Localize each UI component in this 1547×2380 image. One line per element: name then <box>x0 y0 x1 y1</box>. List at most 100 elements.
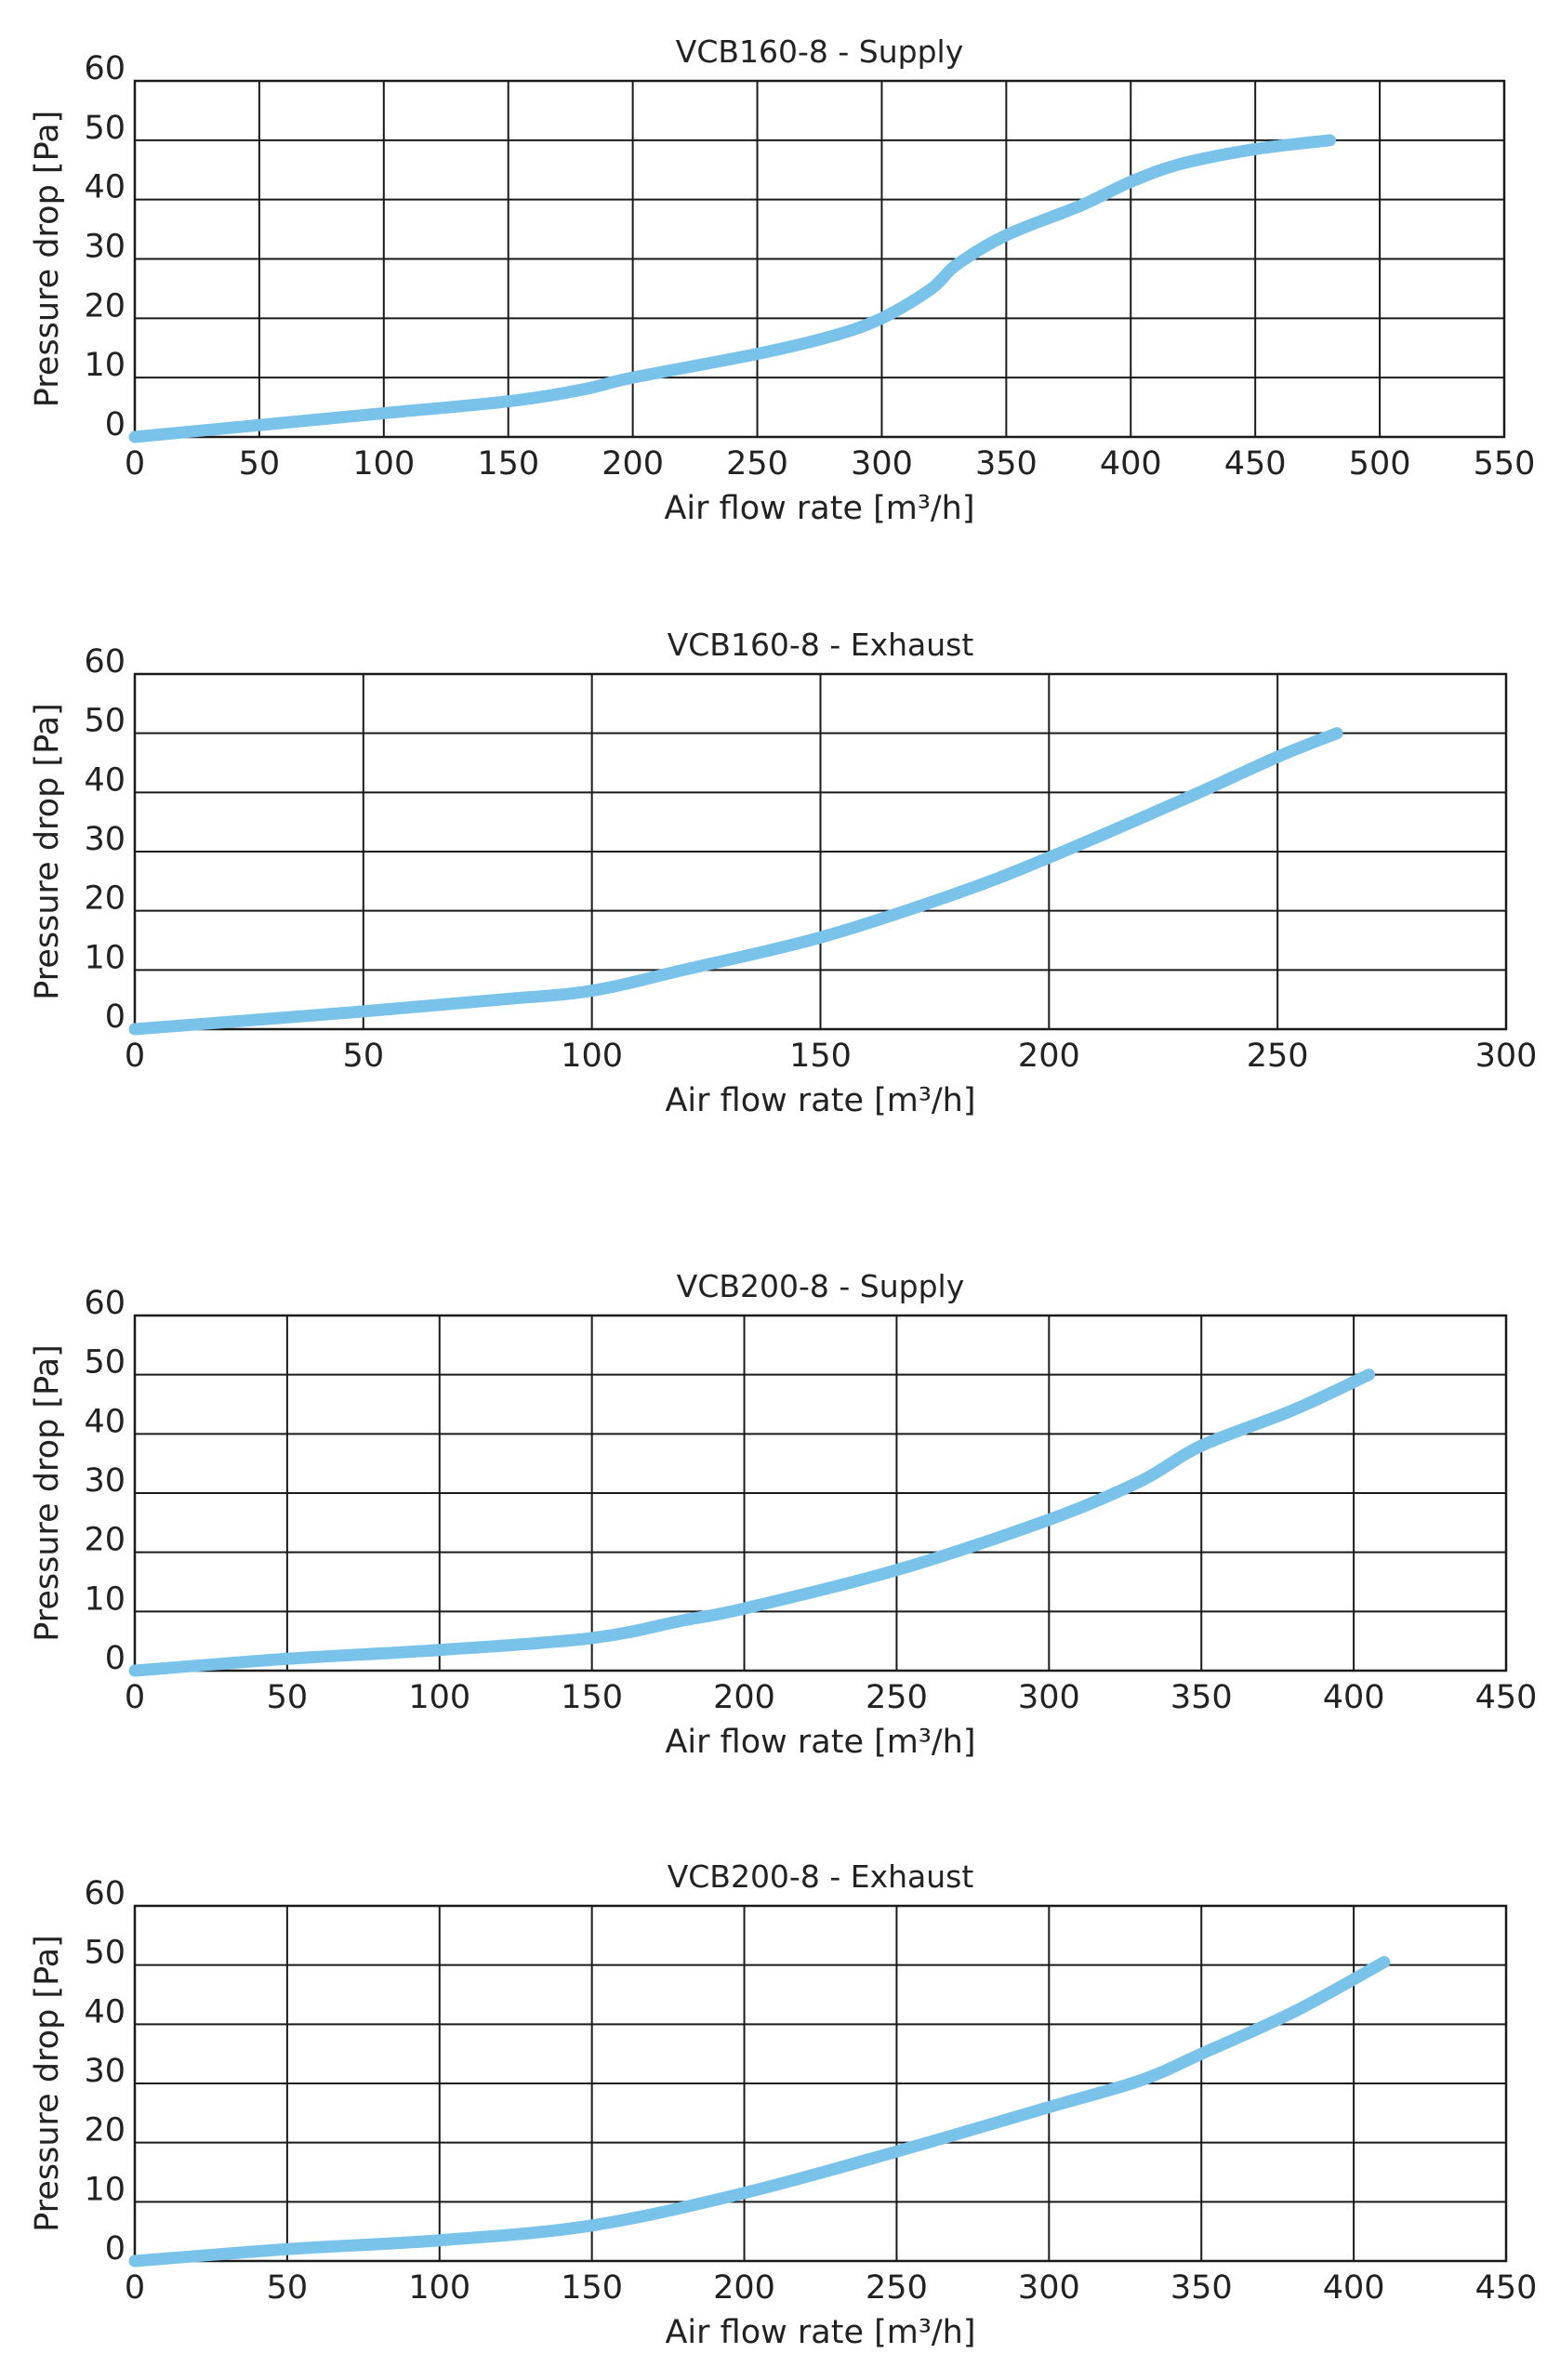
x-tick-label: 550 <box>1474 445 1536 483</box>
y-tick-label: 30 <box>84 1462 126 1500</box>
x-tick-label: 100 <box>408 1679 470 1716</box>
x-tick-label: 250 <box>866 1679 928 1716</box>
plot-frame <box>133 1314 1508 1673</box>
y-axis-ticks: 0 10 20 30 40 50 60 <box>84 50 126 443</box>
y-tick-label: 20 <box>84 2112 126 2149</box>
y-axis-label: Pressure drop [Pa] <box>29 703 66 999</box>
y-tick-label: 50 <box>84 110 126 147</box>
x-axis-ticks: 0 50 100 150 200 250 300 350 400 450 <box>125 1679 1538 1716</box>
x-tick-label: 50 <box>267 1679 309 1716</box>
y-tick-label: 50 <box>84 1935 126 1972</box>
x-tick-label: 50 <box>343 1038 385 1075</box>
chart-title: VCB160-8 - Exhaust <box>668 627 974 663</box>
x-tick-label: 250 <box>726 445 788 483</box>
y-tick-label: 10 <box>84 347 126 384</box>
series-line <box>128 1368 1375 1677</box>
x-axis-ticks: 0 50 100 150 200 250 300 350 400 450 <box>125 2269 1538 2307</box>
y-axis-label: Pressure drop [Pa] <box>29 1935 66 2231</box>
x-axis-ticks: 0 50 100 150 200 250 300 <box>125 1038 1538 1075</box>
x-tick-label: 350 <box>975 445 1038 483</box>
y-tick-label: 0 <box>105 1640 126 1677</box>
x-tick-label: 450 <box>1224 445 1287 483</box>
x-axis-ticks: 0 50 100 150 200 250 300 350 400 450 500 550 <box>125 445 1536 483</box>
x-tick-label: 0 <box>125 445 145 483</box>
x-tick-label: 400 <box>1323 2269 1385 2307</box>
y-tick-label: 20 <box>84 287 126 324</box>
x-axis-label: Air flow rate [m³/h] <box>665 1724 975 1761</box>
x-tick-label: 100 <box>561 1038 623 1075</box>
series-line <box>128 727 1343 1036</box>
x-tick-label: 250 <box>1247 1038 1309 1075</box>
x-tick-label: 250 <box>866 2269 928 2307</box>
y-tick-label: 40 <box>84 761 126 799</box>
x-tick-label: 300 <box>1018 2269 1080 2307</box>
chart-title: VCB160-8 - Supply <box>676 33 964 70</box>
y-axis-label: Pressure drop [Pa] <box>29 1344 66 1641</box>
x-tick-label: 50 <box>267 2269 309 2307</box>
y-tick-label: 10 <box>84 1580 126 1618</box>
y-axis-ticks: 0 10 20 30 40 50 60 <box>84 1875 126 2268</box>
x-tick-label: 150 <box>561 1679 623 1716</box>
x-tick-label: 0 <box>125 1038 145 1075</box>
x-tick-label: 0 <box>125 2269 145 2307</box>
x-tick-label: 400 <box>1323 1679 1385 1716</box>
x-tick-label: 500 <box>1349 445 1411 483</box>
x-tick-label: 100 <box>352 445 415 483</box>
chart-title: VCB200-8 - Exhaust <box>668 1858 974 1895</box>
y-tick-label: 30 <box>84 821 126 858</box>
y-tick-label: 0 <box>105 406 126 443</box>
y-axis-ticks: 0 10 20 30 40 50 60 <box>84 1285 126 1677</box>
x-tick-label: 200 <box>713 1679 775 1716</box>
y-tick-label: 20 <box>84 1522 126 1559</box>
y-tick-label: 10 <box>84 2171 126 2208</box>
chart-vcb160-8-exhaust: VCB160-8 - Exhaust 0 50 100 150 200 250 300 0 10 2… <box>29 627 1538 1119</box>
x-tick-label: 300 <box>1018 1679 1080 1716</box>
x-tick-label: 50 <box>239 445 281 483</box>
x-axis-label: Air flow rate [m³/h] <box>665 2314 975 2351</box>
plot-frame <box>133 79 1506 439</box>
y-tick-label: 30 <box>84 229 126 266</box>
grid <box>135 81 1504 437</box>
y-tick-label: 50 <box>84 703 126 740</box>
y-tick-label: 60 <box>84 643 126 681</box>
series-line <box>128 134 1337 443</box>
y-tick-label: 0 <box>105 998 126 1036</box>
grid <box>135 674 1506 1029</box>
y-tick-label: 20 <box>84 880 126 918</box>
y-tick-label: 60 <box>84 1285 126 1322</box>
y-tick-label: 0 <box>105 2230 126 2268</box>
y-tick-label: 60 <box>84 1875 126 1912</box>
x-tick-label: 300 <box>851 445 913 483</box>
y-tick-label: 50 <box>84 1344 126 1382</box>
x-tick-label: 300 <box>1475 1038 1538 1075</box>
x-axis-label: Air flow rate [m³/h] <box>664 490 974 527</box>
y-axis-ticks: 0 10 20 30 40 50 60 <box>84 643 126 1036</box>
grid <box>135 1316 1506 1671</box>
y-tick-label: 40 <box>84 1993 126 2030</box>
x-tick-label: 150 <box>477 445 539 483</box>
x-tick-label: 200 <box>1018 1038 1080 1075</box>
y-tick-label: 40 <box>84 169 126 206</box>
y-tick-label: 60 <box>84 50 126 87</box>
y-tick-label: 40 <box>84 1403 126 1440</box>
x-tick-label: 150 <box>789 1038 852 1075</box>
x-tick-label: 200 <box>713 2269 775 2307</box>
x-tick-label: 150 <box>561 2269 623 2307</box>
y-tick-label: 10 <box>84 939 126 976</box>
x-tick-label: 400 <box>1100 445 1162 483</box>
y-axis-label: Pressure drop [Pa] <box>29 111 66 407</box>
x-tick-label: 450 <box>1475 1679 1538 1716</box>
x-tick-label: 350 <box>1170 1679 1233 1716</box>
y-tick-label: 30 <box>84 2053 126 2090</box>
x-axis-label: Air flow rate [m³/h] <box>665 1082 975 1119</box>
plot-frame <box>133 1904 1508 2263</box>
x-tick-label: 200 <box>602 445 664 483</box>
x-tick-label: 0 <box>125 1679 145 1716</box>
plot-frame <box>133 672 1508 1031</box>
x-tick-label: 100 <box>408 2269 470 2307</box>
x-tick-label: 350 <box>1170 2269 1233 2307</box>
chart-title: VCB200-8 - Supply <box>677 1268 965 1304</box>
